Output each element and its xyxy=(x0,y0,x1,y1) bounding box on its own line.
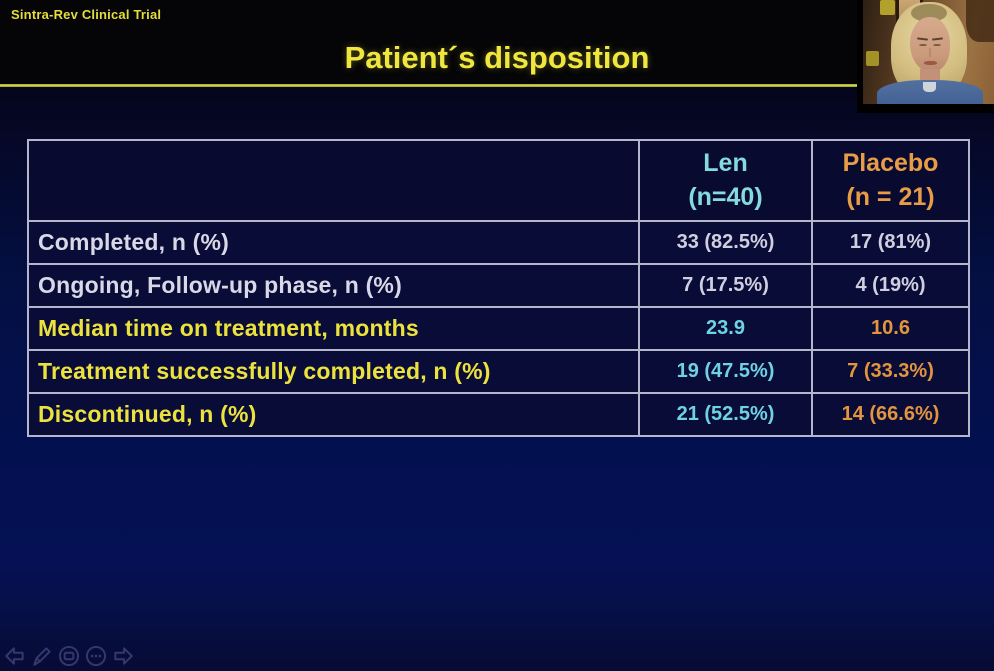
table-row: Completed, n (%) 33 (82.5%) 17 (81%) xyxy=(27,220,970,265)
row-label: Ongoing, Follow-up phase, n (%) xyxy=(27,263,640,308)
presenter-video-tile[interactable] xyxy=(857,0,994,113)
len-arm-label: Len xyxy=(703,148,748,177)
title-divider xyxy=(0,84,994,87)
more-options-icon[interactable] xyxy=(84,644,108,668)
next-slide-icon[interactable] xyxy=(111,644,135,668)
table-row: Discontinued, n (%) 21 (52.5%) 14 (66.6%… xyxy=(27,392,970,437)
placebo-value: 4 (19%) xyxy=(811,263,970,308)
presenter-eye xyxy=(919,44,927,46)
deck-subtitle: Sintra-Rev Clinical Trial xyxy=(11,7,162,22)
presenter-mouth xyxy=(924,61,937,65)
header-empty-cell xyxy=(27,139,640,222)
previous-slide-icon[interactable] xyxy=(3,644,27,668)
table-row: Median time on treatment, months 23.9 10… xyxy=(27,306,970,351)
len-value: 21 (52.5%) xyxy=(638,392,813,437)
presenter-collar xyxy=(923,82,936,92)
slide-title: Patient´s disposition xyxy=(344,40,650,75)
len-value: 19 (47.5%) xyxy=(638,349,813,394)
len-value: 33 (82.5%) xyxy=(638,220,813,265)
presenter-neck xyxy=(920,69,940,83)
row-label: Discontinued, n (%) xyxy=(27,392,640,437)
background-shadow xyxy=(966,0,994,42)
table-header-row: Len (n=40) Placebo (n = 21) xyxy=(27,139,970,222)
placebo-value: 17 (81%) xyxy=(811,220,970,265)
background-lamp xyxy=(880,0,895,15)
len-value: 23.9 xyxy=(638,306,813,351)
pen-icon[interactable] xyxy=(30,644,54,668)
presenter-hair-root xyxy=(911,4,947,22)
len-value: 7 (17.5%) xyxy=(638,263,813,308)
row-label: Completed, n (%) xyxy=(27,220,640,265)
header-len-cell: Len (n=40) xyxy=(638,139,813,222)
len-arm-n: (n=40) xyxy=(688,182,763,211)
slide-display-icon[interactable] xyxy=(57,644,81,668)
row-label: Median time on treatment, months xyxy=(27,306,640,351)
placebo-arm-n: (n = 21) xyxy=(846,182,935,211)
table-row: Treatment successfully completed, n (%) … xyxy=(27,349,970,394)
presenter-video xyxy=(863,0,994,104)
presenter-nose xyxy=(929,48,931,57)
slideshow-toolbar xyxy=(3,644,135,668)
header-placebo-cell: Placebo (n = 21) xyxy=(811,139,970,222)
presenter-eye xyxy=(933,44,941,46)
placebo-value: 10.6 xyxy=(811,306,970,351)
placebo-value: 14 (66.6%) xyxy=(811,392,970,437)
placebo-arm-label: Placebo xyxy=(842,148,939,177)
patient-disposition-table: Len (n=40) Placebo (n = 21) Completed, n… xyxy=(27,139,970,437)
placebo-value: 7 (33.3%) xyxy=(811,349,970,394)
row-label: Treatment successfully completed, n (%) xyxy=(27,349,640,394)
background-lamp xyxy=(866,51,879,66)
table-row: Ongoing, Follow-up phase, n (%) 7 (17.5%… xyxy=(27,263,970,308)
